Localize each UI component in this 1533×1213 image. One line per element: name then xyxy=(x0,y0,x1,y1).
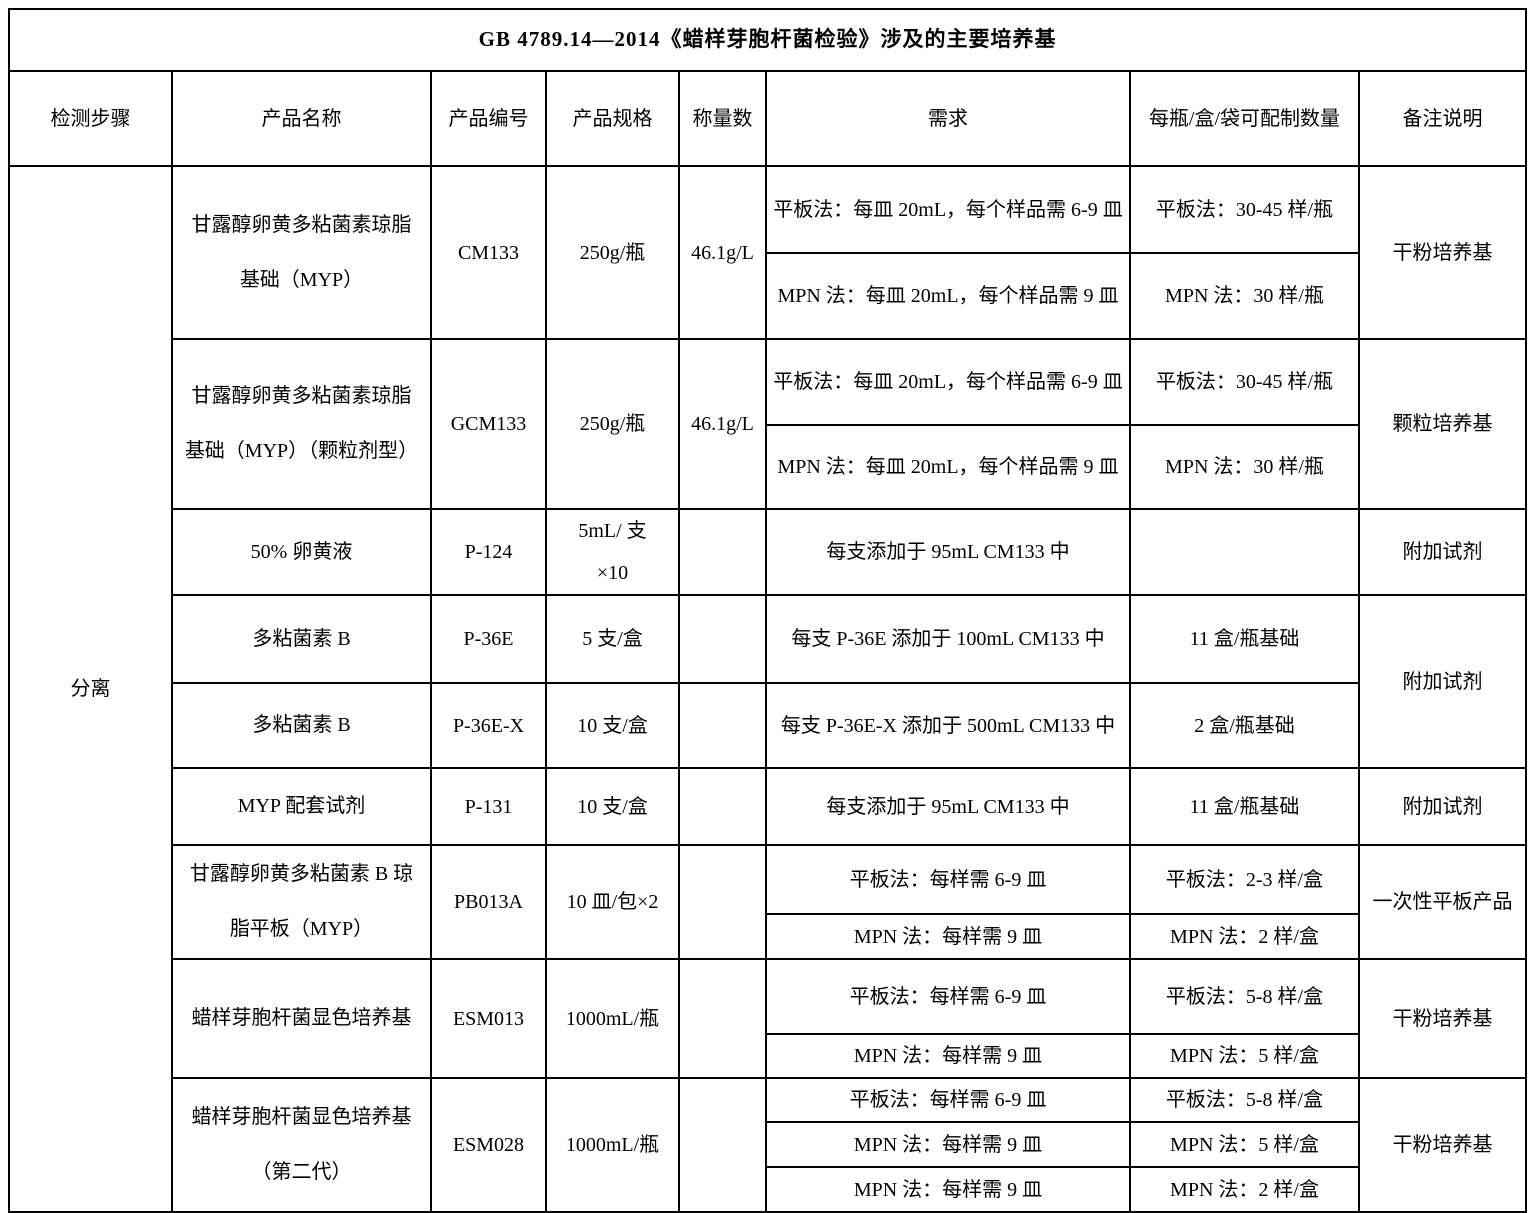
cell-product-name: 甘露醇卵黄多粘菌素琼脂 基础（MYP）（颗粒剂型） xyxy=(171,338,432,510)
cell-note: 干粉培养基 xyxy=(1357,1077,1528,1213)
cell-product-name: 甘露醇卵黄多粘菌素琼脂 基础（MYP） xyxy=(171,165,432,340)
cell-demand: 平板法：每样需 6-9 皿 xyxy=(765,844,1131,915)
cell-demand: MPN 法：每皿 20mL，每个样品需 9 皿 xyxy=(765,252,1131,340)
cell-quantity: 2 盒/瓶基础 xyxy=(1129,682,1360,769)
cell-product-name: MYP 配套试剂 xyxy=(171,767,432,846)
cell-demand: 每支 P-36E-X 添加于 500mL CM133 中 xyxy=(765,682,1131,769)
cell-quantity: 平板法：2-3 样/盒 xyxy=(1129,844,1360,915)
cell-demand: 每支添加于 95mL CM133 中 xyxy=(765,508,1131,596)
cell-quantity: 平板法：5-8 样/盒 xyxy=(1129,1077,1360,1123)
cell-weigh-amount xyxy=(678,767,767,846)
cell-note: 一次性平板产品 xyxy=(1357,844,1528,960)
column-header-name: 产品名称 xyxy=(171,70,432,167)
culture-media-table: GB 4789.14—2014《蜡样芽胞杆菌检验》涉及的主要培养基 检测步骤 产… xyxy=(7,8,1528,1213)
cell-quantity: 11 盒/瓶基础 xyxy=(1129,767,1360,846)
cell-product-code: P-124 xyxy=(430,508,547,596)
cell-weigh-amount xyxy=(678,1077,767,1213)
column-header-demand: 需求 xyxy=(765,70,1131,167)
cell-demand: 平板法：每样需 6-9 皿 xyxy=(765,958,1131,1035)
cell-weigh-amount: 46.1g/L xyxy=(678,338,767,510)
cell-quantity: MPN 法：30 样/瓶 xyxy=(1129,424,1360,510)
cell-quantity: 平板法：30-45 样/瓶 xyxy=(1129,165,1360,254)
cell-product-spec: 5mL/ 支 ×10 xyxy=(545,508,680,596)
table-title: GB 4789.14—2014《蜡样芽胞杆菌检验》涉及的主要培养基 xyxy=(7,8,1528,72)
cell-quantity: MPN 法：2 样/盒 xyxy=(1129,913,1360,960)
cell-product-spec: 1000mL/瓶 xyxy=(545,1077,680,1213)
cell-product-code: GCM133 xyxy=(430,338,547,510)
cell-demand: 平板法：每皿 20mL，每个样品需 6-9 皿 xyxy=(765,338,1131,426)
cell-quantity: MPN 法：5 样/盒 xyxy=(1129,1121,1360,1168)
cell-product-name: 蜡样芽胞杆菌显色培养基 xyxy=(171,958,432,1079)
cell-note: 附加试剂 xyxy=(1357,767,1528,846)
cell-note: 附加试剂 xyxy=(1357,594,1528,769)
cell-weigh-amount xyxy=(678,958,767,1079)
cell-product-code: P-131 xyxy=(430,767,547,846)
cell-product-code: P-36E-X xyxy=(430,682,547,769)
column-header-code: 产品编号 xyxy=(430,70,547,167)
cell-weigh-amount xyxy=(678,682,767,769)
cell-product-code: ESM013 xyxy=(430,958,547,1079)
cell-product-name: 多粘菌素 B xyxy=(171,594,432,684)
column-header-note: 备注说明 xyxy=(1357,70,1528,167)
column-header-quantity: 每瓶/盒/袋可配制数量 xyxy=(1129,70,1360,167)
cell-demand: 平板法：每皿 20mL，每个样品需 6-9 皿 xyxy=(765,165,1131,254)
cell-quantity: 11 盒/瓶基础 xyxy=(1129,594,1360,684)
cell-product-code: P-36E xyxy=(430,594,547,684)
cell-demand: MPN 法：每样需 9 皿 xyxy=(765,1121,1131,1168)
cell-weigh-amount xyxy=(678,594,767,684)
cell-weigh-amount xyxy=(678,844,767,960)
cell-quantity: MPN 法：5 样/盒 xyxy=(1129,1033,1360,1079)
cell-quantity: MPN 法：30 样/瓶 xyxy=(1129,252,1360,340)
cell-product-code: PB013A xyxy=(430,844,547,960)
cell-note: 干粉培养基 xyxy=(1357,165,1528,340)
cell-demand: 每支添加于 95mL CM133 中 xyxy=(765,767,1131,846)
cell-quantity xyxy=(1129,508,1360,596)
cell-product-name: 50% 卵黄液 xyxy=(171,508,432,596)
cell-product-spec: 250g/瓶 xyxy=(545,165,680,340)
cell-weigh-amount: 46.1g/L xyxy=(678,165,767,340)
column-header-spec: 产品规格 xyxy=(545,70,680,167)
cell-product-spec: 250g/瓶 xyxy=(545,338,680,510)
cell-demand: MPN 法：每皿 20mL，每个样品需 9 皿 xyxy=(765,424,1131,510)
cell-product-spec: 10 支/盒 xyxy=(545,682,680,769)
cell-demand: MPN 法：每样需 9 皿 xyxy=(765,1166,1131,1213)
cell-quantity: MPN 法：2 样/盒 xyxy=(1129,1166,1360,1213)
cell-product-code: CM133 xyxy=(430,165,547,340)
cell-note: 附加试剂 xyxy=(1357,508,1528,596)
cell-demand: MPN 法：每样需 9 皿 xyxy=(765,1033,1131,1079)
column-header-step: 检测步骤 xyxy=(8,70,173,167)
cell-product-spec: 10 皿/包×2 xyxy=(545,844,680,960)
cell-product-code: ESM028 xyxy=(430,1077,547,1213)
cell-demand: MPN 法：每样需 9 皿 xyxy=(765,913,1131,960)
cell-quantity: 平板法：5-8 样/盒 xyxy=(1129,958,1360,1035)
column-header-weigh: 称量数 xyxy=(678,70,767,167)
cell-quantity: 平板法：30-45 样/瓶 xyxy=(1129,338,1360,426)
cell-note: 颗粒培养基 xyxy=(1357,338,1528,510)
cell-product-name: 甘露醇卵黄多粘菌素 B 琼 脂平板（MYP） xyxy=(171,844,432,960)
cell-product-name: 多粘菌素 B xyxy=(171,682,432,769)
cell-weigh-amount xyxy=(678,508,767,596)
cell-step: 分离 xyxy=(8,165,173,1213)
cell-demand: 每支 P-36E 添加于 100mL CM133 中 xyxy=(765,594,1131,684)
cell-product-spec: 5 支/盒 xyxy=(545,594,680,684)
cell-product-spec: 1000mL/瓶 xyxy=(545,958,680,1079)
cell-demand: 平板法：每样需 6-9 皿 xyxy=(765,1077,1131,1123)
cell-product-name: 蜡样芽胞杆菌显色培养基 （第二代） xyxy=(171,1077,432,1213)
cell-product-spec: 10 支/盒 xyxy=(545,767,680,846)
cell-note: 干粉培养基 xyxy=(1357,958,1528,1079)
